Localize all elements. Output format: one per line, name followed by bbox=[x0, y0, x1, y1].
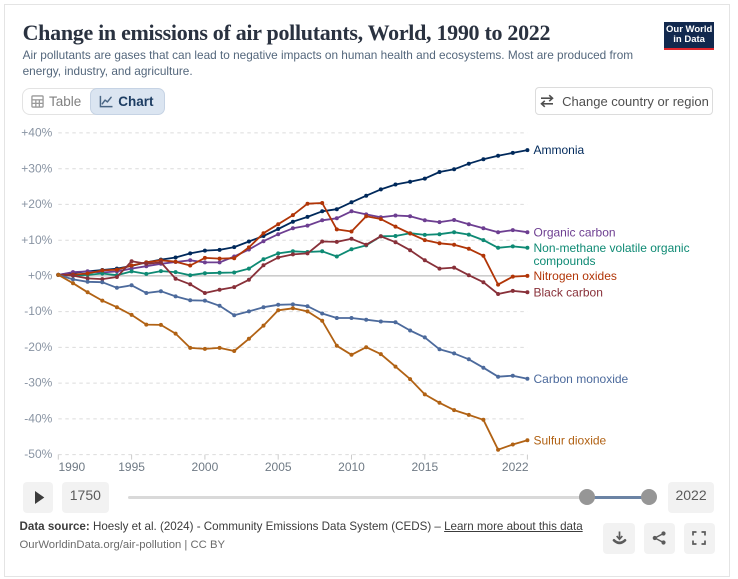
svg-text:compounds: compounds bbox=[534, 254, 596, 268]
svg-text:+0%: +0% bbox=[28, 269, 53, 283]
svg-text:Ammonia: Ammonia bbox=[534, 143, 585, 157]
svg-text:2005: 2005 bbox=[265, 460, 292, 474]
svg-text:-20%: -20% bbox=[24, 340, 52, 354]
svg-text:+20%: +20% bbox=[21, 197, 52, 211]
svg-text:Organic carbon: Organic carbon bbox=[534, 225, 616, 239]
svg-text:-10%: -10% bbox=[24, 304, 52, 318]
svg-text:Sulfur dioxide: Sulfur dioxide bbox=[534, 434, 607, 448]
svg-text:-30%: -30% bbox=[24, 376, 52, 390]
svg-text:+10%: +10% bbox=[21, 233, 52, 247]
svg-text:Non-methane volatile organic: Non-methane volatile organic bbox=[534, 241, 690, 255]
svg-text:Nitrogen oxides: Nitrogen oxides bbox=[534, 269, 617, 283]
svg-text:1990: 1990 bbox=[59, 460, 86, 474]
svg-text:1995: 1995 bbox=[118, 460, 145, 474]
svg-text:+40%: +40% bbox=[21, 126, 52, 140]
svg-text:-40%: -40% bbox=[24, 412, 52, 426]
svg-text:2000: 2000 bbox=[192, 460, 219, 474]
svg-text:2022: 2022 bbox=[502, 460, 529, 474]
svg-text:Black carbon: Black carbon bbox=[534, 286, 603, 300]
svg-text:2015: 2015 bbox=[411, 460, 438, 474]
svg-text:2010: 2010 bbox=[338, 460, 365, 474]
svg-text:Carbon monoxide: Carbon monoxide bbox=[534, 372, 629, 386]
svg-text:-50%: -50% bbox=[24, 447, 52, 461]
svg-text:+30%: +30% bbox=[21, 161, 52, 175]
